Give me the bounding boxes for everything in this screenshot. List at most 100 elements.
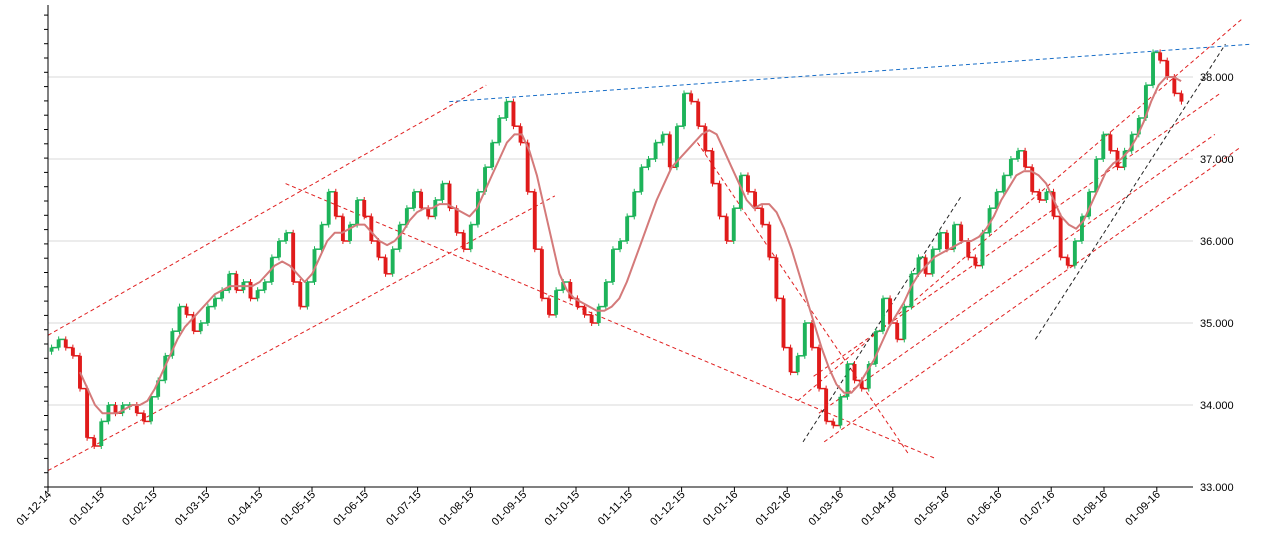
- candle-body: [1051, 191, 1056, 217]
- candle-body: [788, 347, 793, 373]
- trendline: [47, 195, 556, 472]
- candle-body: [1072, 241, 1077, 266]
- candle-body: [390, 249, 395, 274]
- trendline: [697, 142, 910, 455]
- candle-body: [511, 101, 516, 127]
- candle-body: [682, 93, 686, 127]
- candle-body: [234, 273, 239, 291]
- candle-body: [966, 241, 971, 258]
- candle-body: [703, 126, 708, 151]
- candle-body: [205, 306, 210, 323]
- candle-body: [674, 126, 679, 168]
- candle-body: [298, 282, 303, 307]
- candle-body: [177, 306, 182, 332]
- candle-body: [568, 282, 573, 299]
- candle-body: [113, 405, 118, 414]
- trendline: [823, 146, 1242, 443]
- candle-body: [1158, 52, 1163, 61]
- candle-body: [383, 257, 388, 274]
- candle-body: [255, 290, 260, 299]
- candle-body: [859, 380, 864, 389]
- y-tick-label: 33.000: [1200, 482, 1234, 494]
- y-tick-label: 37.000: [1200, 154, 1234, 166]
- candle-body: [70, 347, 75, 356]
- candle-body: [276, 241, 281, 258]
- candle-body: [291, 232, 296, 282]
- candle-body: [213, 298, 217, 307]
- candle-body: [1023, 150, 1028, 168]
- candle-body: [369, 216, 374, 241]
- candle-body: [497, 118, 502, 143]
- candle-body: [355, 200, 360, 225]
- candle-body: [930, 249, 935, 274]
- candle-body: [85, 388, 90, 438]
- trendline: [285, 183, 936, 459]
- candle-body: [120, 405, 125, 414]
- candle-body: [92, 437, 97, 446]
- candle-body: [134, 405, 139, 414]
- candle-body: [326, 191, 331, 225]
- candle-body: [561, 282, 566, 291]
- candle-body: [717, 183, 722, 217]
- axis-layer: 33.000 34.000 35.000 36.000 37.000 38.000 01-1…: [14, 5, 1234, 529]
- candle-body: [632, 191, 637, 217]
- candle-body: [582, 306, 587, 315]
- moving-average-line: [79, 76, 1182, 415]
- candle-body: [198, 323, 203, 332]
- trendline: [449, 43, 1252, 103]
- x-tick-label: 01-03-15: [173, 489, 213, 529]
- candle-body: [603, 282, 608, 307]
- candle-body: [262, 282, 267, 291]
- candle-body: [873, 331, 878, 364]
- x-tick-label: 01-04-16: [859, 489, 899, 529]
- candle-body: [916, 257, 921, 274]
- candle-body: [490, 142, 495, 168]
- candle-body: [1087, 191, 1092, 217]
- candle-body: [49, 347, 54, 352]
- candle-body: [731, 208, 736, 241]
- candle-body: [376, 241, 381, 258]
- candle-body: [397, 224, 402, 250]
- candle-body: [866, 364, 871, 389]
- candle-body: [689, 93, 694, 102]
- moving-average-layer: [79, 76, 1182, 415]
- candle-body: [881, 298, 885, 332]
- candle-body: [1080, 216, 1084, 241]
- candle-body: [646, 159, 651, 168]
- candle-body: [412, 191, 416, 209]
- candle-body: [426, 208, 431, 217]
- candle-body: [532, 191, 537, 250]
- candle-layer: [49, 49, 1184, 449]
- trendline: [47, 84, 487, 336]
- candle-body: [340, 216, 345, 241]
- x-tick-label: 01-12-15: [648, 489, 688, 529]
- candle-body: [838, 396, 843, 426]
- trendline: [1034, 43, 1226, 340]
- x-tick-label: 01-11-15: [596, 489, 635, 528]
- x-tick-label: 01-05-16: [912, 489, 952, 529]
- candle-body: [625, 216, 630, 241]
- candle-body: [902, 306, 907, 340]
- candle-body: [554, 290, 559, 315]
- candle-body: [1037, 191, 1042, 200]
- candle-body: [220, 290, 225, 299]
- candle-body: [1151, 52, 1155, 86]
- candle-body: [738, 175, 743, 209]
- candle-body: [483, 167, 487, 192]
- candle-body: [419, 191, 424, 209]
- candle-body: [63, 339, 68, 348]
- candle-body: [937, 232, 942, 250]
- candle-body: [305, 282, 310, 307]
- x-tick-label: 01-01-16: [701, 489, 741, 529]
- candle-body: [1044, 191, 1049, 200]
- candle-body: [1030, 167, 1035, 192]
- candle-body: [1108, 134, 1113, 151]
- x-tick-label: 01-12-14: [14, 489, 54, 529]
- candle-body: [1115, 150, 1120, 168]
- x-tick-label: 01-05-15: [278, 489, 318, 529]
- candle-body: [909, 273, 914, 307]
- candle-body: [618, 241, 623, 250]
- candle-body: [99, 421, 104, 446]
